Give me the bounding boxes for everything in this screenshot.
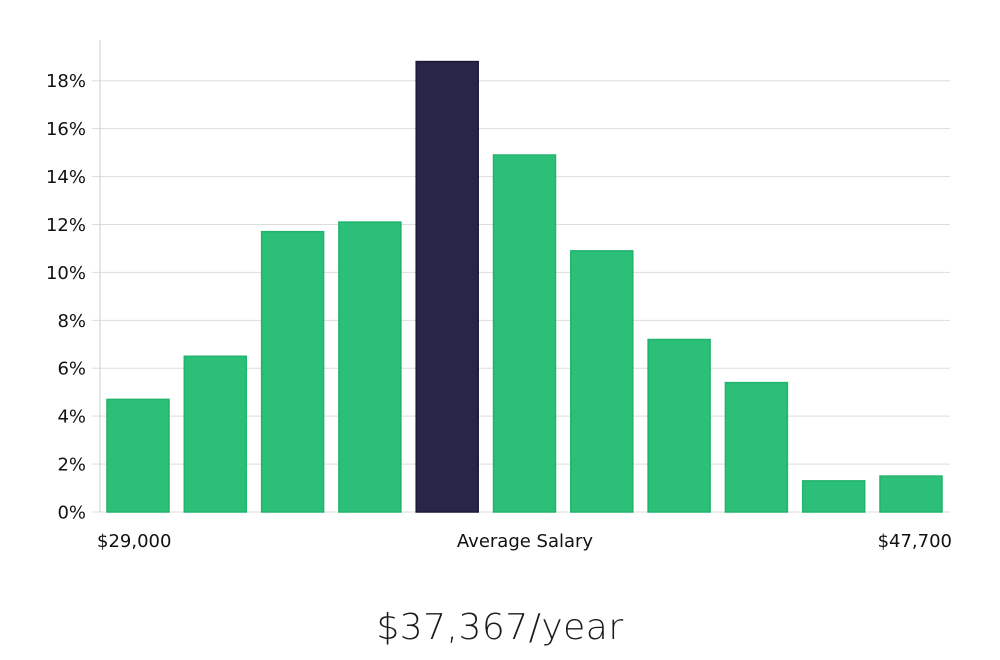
y-tick-label: 14%	[46, 167, 86, 188]
x-label-average: Average Salary	[457, 531, 594, 552]
y-tick-label: 8%	[57, 311, 86, 332]
bar	[647, 338, 711, 513]
y-tick-label: 18%	[46, 71, 86, 92]
y-tick-label: 10%	[46, 263, 86, 284]
y-tick-label: 6%	[57, 359, 86, 380]
bar	[260, 230, 325, 513]
bar	[801, 480, 866, 513]
salary-histogram: 0% 2% 4% 6% 8% 10% 12% 14% 16% 18% $29,000 Averag…	[46, 40, 952, 552]
y-tick-label: 0%	[57, 503, 86, 524]
bar	[338, 221, 402, 513]
bar	[879, 475, 943, 513]
bars	[106, 60, 943, 513]
y-tick-label: 16%	[46, 119, 86, 140]
bar-average	[415, 60, 479, 513]
bar	[106, 398, 170, 513]
y-axis-ticks: 0% 2% 4% 6% 8% 10% 12% 14% 16% 18%	[46, 71, 86, 523]
average-salary-value: $37,367/year	[376, 607, 624, 648]
bar	[183, 355, 248, 513]
bar	[724, 381, 789, 513]
bar	[570, 250, 634, 513]
y-tick-label: 4%	[57, 407, 86, 428]
y-tick-label: 12%	[46, 215, 86, 236]
x-label-max: $47,700	[878, 531, 952, 552]
x-label-min: $29,000	[97, 531, 171, 552]
y-tick-label: 2%	[57, 455, 86, 476]
bar	[492, 154, 557, 513]
